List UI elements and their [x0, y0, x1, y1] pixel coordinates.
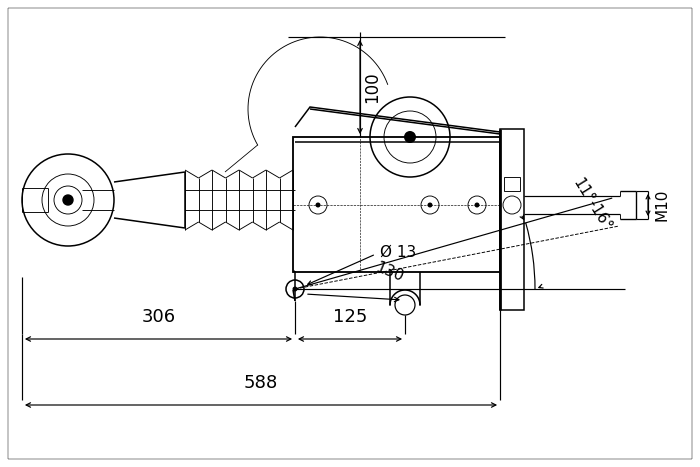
Bar — [500, 129, 524, 310]
Text: 125: 125 — [332, 308, 368, 326]
Text: 588: 588 — [244, 374, 278, 392]
Circle shape — [293, 286, 297, 291]
Text: 130: 130 — [372, 260, 405, 284]
Circle shape — [316, 203, 321, 207]
Text: Ø 13: Ø 13 — [380, 245, 416, 260]
Bar — [504, 177, 520, 191]
Text: M10: M10 — [654, 189, 669, 221]
Circle shape — [428, 203, 433, 207]
Circle shape — [475, 203, 480, 207]
Text: 100: 100 — [363, 71, 381, 103]
Circle shape — [63, 195, 73, 205]
Text: 11°-16°: 11°-16° — [569, 176, 614, 234]
Text: 306: 306 — [141, 308, 176, 326]
Bar — [293, 137, 500, 272]
Circle shape — [404, 131, 416, 143]
